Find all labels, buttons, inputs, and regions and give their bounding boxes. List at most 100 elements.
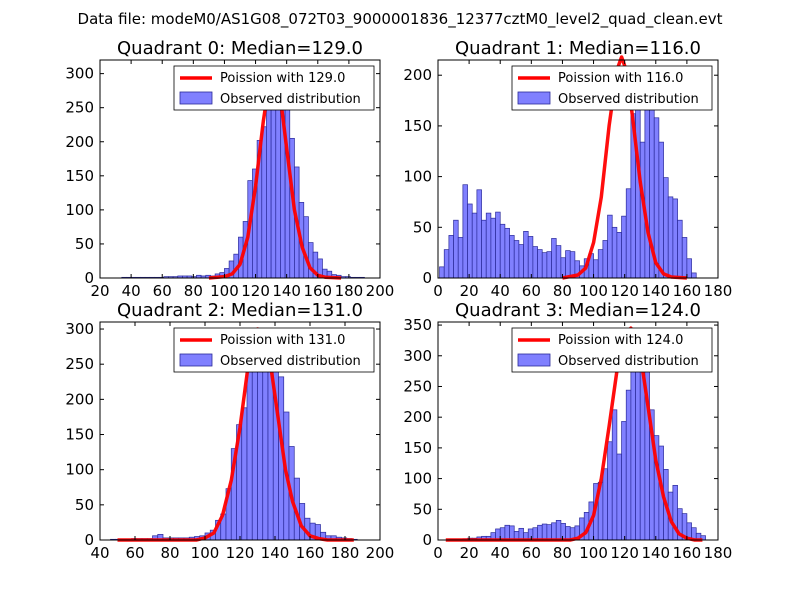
- y-tick-label: 150: [65, 167, 94, 185]
- histogram-bar: [266, 99, 272, 279]
- y-tick-label: 100: [65, 461, 94, 479]
- histogram-bar: [658, 141, 664, 279]
- histogram-bar: [635, 358, 641, 541]
- x-tick-label: 0: [433, 544, 443, 562]
- histogram-bar: [667, 196, 674, 279]
- y-tick-label: 300: [65, 320, 94, 338]
- x-tick-label: 60: [522, 282, 541, 300]
- x-tick-label: 80: [553, 544, 572, 562]
- x-tick-label: 40: [491, 282, 510, 300]
- histogram-bar: [616, 232, 622, 279]
- legend-observed-swatch: [179, 91, 213, 105]
- histogram-bar: [457, 237, 464, 279]
- y-tick-label: 250: [65, 355, 94, 373]
- histogram-bar: [509, 235, 515, 279]
- y-tick-label: 350: [403, 316, 432, 334]
- y-tick-label: 300: [65, 65, 94, 83]
- y-tick-label: 250: [65, 99, 94, 117]
- histogram-bar: [467, 203, 473, 279]
- histogram-bar: [677, 219, 683, 279]
- legend-label-poisson: Poission with 131.0: [220, 333, 345, 348]
- legend: Poission with 131.0 Observed distribution: [173, 327, 375, 373]
- y-tick-label: 150: [403, 117, 432, 135]
- x-tick-label: 40: [122, 282, 141, 300]
- histogram-bar: [462, 184, 468, 279]
- histogram-bar: [565, 250, 571, 279]
- quadrant-2-chart: 40 60 80 100 120 140 160 180 200 0 50 100 150 200 250 3…: [65, 300, 394, 562]
- histogram-bar: [513, 240, 520, 279]
- histogram-bar: [537, 249, 543, 279]
- histogram-bar: [490, 217, 496, 279]
- legend-observed-swatch: [179, 353, 213, 367]
- figure-title: Data file: modeM0/AS1G08_072T03_90000018…: [78, 10, 723, 29]
- histogram-bar: [691, 272, 697, 279]
- x-tick-label: 140: [272, 282, 301, 300]
- histogram-bar: [518, 244, 524, 279]
- legend-label-poisson: Poission with 124.0: [558, 333, 683, 348]
- histogram-bar: [504, 227, 510, 279]
- y-tick-label: 0: [422, 531, 432, 549]
- histogram-bar: [518, 527, 524, 541]
- x-tick-label: 0: [433, 282, 443, 300]
- x-tick-label: 180: [704, 282, 733, 300]
- histogram-bar: [625, 188, 632, 279]
- x-tick-label: 120: [226, 544, 255, 562]
- histogram-bar: [443, 249, 450, 279]
- x-tick-label: 60: [522, 544, 541, 562]
- histogram-bar: [504, 524, 510, 541]
- legend: Poission with 129.0 Observed distribution: [173, 65, 375, 111]
- histogram-bar: [308, 242, 314, 279]
- y-tick-label: 200: [403, 66, 432, 84]
- histogram-bar: [602, 240, 608, 279]
- y-tick-label: 50: [413, 218, 432, 236]
- histogram-bar: [546, 524, 552, 541]
- histogram-bar: [261, 126, 267, 279]
- x-tick-label: 160: [303, 282, 332, 300]
- histogram-bar: [537, 524, 543, 541]
- x-tick-label: 160: [296, 544, 325, 562]
- histogram-bar: [471, 212, 478, 279]
- histogram-bar: [681, 237, 688, 279]
- x-tick-label: 100: [579, 282, 608, 300]
- y-tick-label: 200: [403, 408, 432, 426]
- x-tick-label: 120: [610, 282, 639, 300]
- panel-title: Quadrant 0: Median=129.0: [117, 38, 363, 59]
- histogram-bar: [448, 235, 454, 279]
- x-tick-label: 40: [491, 544, 510, 562]
- y-tick-label: 50: [413, 500, 432, 518]
- x-tick-label: 200: [366, 282, 395, 300]
- plot-frame: [99, 59, 381, 279]
- legend-label-observed: Observed distribution: [220, 354, 361, 369]
- y-tick-label: 0: [84, 531, 94, 549]
- histogram-bar: [616, 453, 622, 541]
- histogram-bar: [523, 231, 529, 279]
- legend: Poission with 116.0 Observed distribution: [511, 65, 713, 111]
- histogram-bar: [611, 226, 618, 279]
- poisson-curve: [562, 55, 688, 280]
- x-tick-label: 140: [261, 544, 290, 562]
- histogram-bar: [551, 238, 557, 279]
- x-tick-label: 40: [90, 544, 109, 562]
- histogram-bar: [453, 219, 459, 279]
- y-tick-label: 100: [403, 168, 432, 186]
- histogram-bar: [246, 367, 253, 541]
- x-tick-label: 180: [331, 544, 360, 562]
- x-tick-label: 100: [191, 544, 220, 562]
- histogram-bar: [303, 216, 309, 279]
- x-tick-label: 160: [673, 282, 702, 300]
- histogram-bar: [495, 211, 501, 279]
- histogram-bar: [555, 519, 562, 541]
- histogram-bar: [485, 212, 492, 279]
- histogram-bar: [560, 523, 566, 541]
- histogram-bar: [663, 177, 669, 279]
- y-tick-label: 200: [65, 133, 94, 151]
- panel-title: Quadrant 1: Median=116.0: [455, 38, 701, 59]
- histogram-bar: [499, 223, 506, 279]
- histogram-bar: [630, 354, 636, 541]
- legend-observed-swatch: [517, 353, 551, 367]
- x-tick-label: 80: [160, 544, 179, 562]
- plot-frame: [437, 321, 719, 541]
- histogram-bar: [565, 526, 571, 541]
- x-tick-label: 120: [610, 544, 639, 562]
- histogram-bar: [270, 95, 277, 279]
